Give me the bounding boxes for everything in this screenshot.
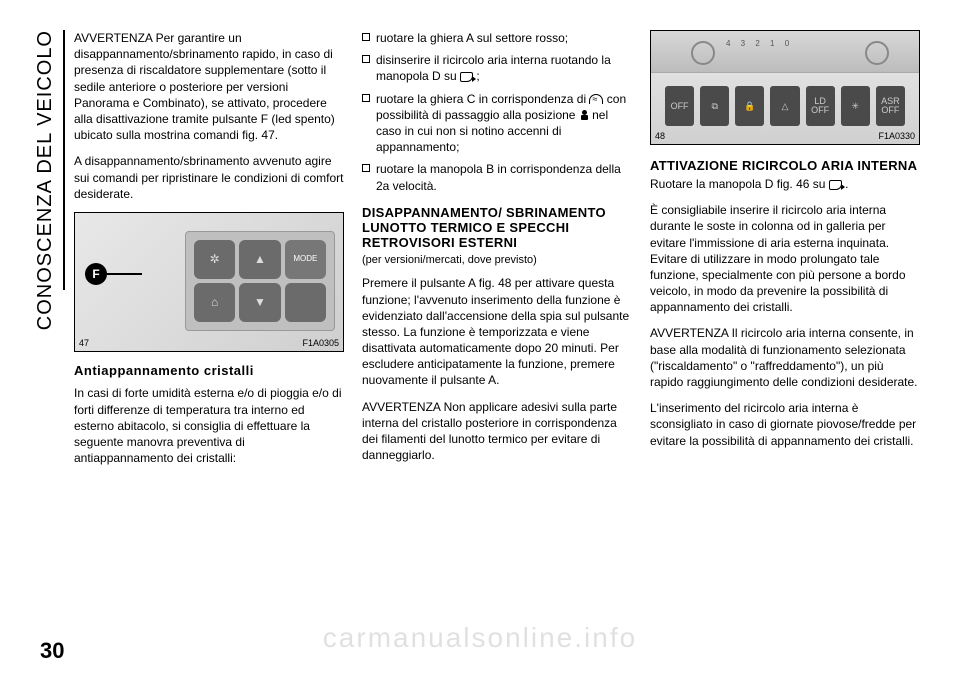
column-3: 4 3 2 1 0 OFF ⧉ 🔒 △ LD OFF ✳ ASR OFF 48 …: [650, 30, 920, 666]
column-1: AVVERTENZA Per garantire un disappanname…: [74, 30, 344, 666]
fig47-number: 47: [79, 337, 89, 349]
fig47-panel: ✲ ▲ MODE ⌂ ▼: [185, 231, 335, 331]
content-columns: AVVERTENZA Per garantire un disappanname…: [68, 30, 920, 666]
fig48-btn: LD OFF: [806, 86, 835, 126]
bullet-icon: [362, 94, 370, 102]
fig48-btn: ✳: [841, 86, 870, 126]
col2-b3-text: ruotare la ghiera C in corrispondenza di…: [376, 91, 632, 156]
fig47-callout-line: [107, 273, 142, 275]
fig47-btn-mode: MODE: [285, 240, 326, 279]
col3-p1: Ruotare la manopola D fig. 46 su .: [650, 176, 920, 192]
side-rule: [63, 30, 65, 290]
fig47-code: F1A0305: [302, 337, 339, 349]
bullet-icon: [362, 164, 370, 172]
col1-heading: Antiappannamento cristalli: [74, 362, 344, 380]
fig47-btn-defrost: ⌂: [194, 283, 235, 322]
fig48-btn: 🔒: [735, 86, 764, 126]
col2-bullet-4: ruotare la manopola B in corrispondenza …: [362, 161, 632, 193]
col2-subheading: (per versioni/mercati, dove previsto): [362, 253, 632, 268]
page-number: 30: [40, 638, 64, 664]
bullet-icon: [362, 33, 370, 41]
col2-bullet-3: ruotare la ghiera C in corrispondenza di…: [362, 91, 632, 156]
fig48-scale: 4 3 2 1 0: [726, 39, 793, 50]
col1-p1: AVVERTENZA Per garantire un disappanname…: [74, 30, 344, 143]
figure-47: F ✲ ▲ MODE ⌂ ▼ 47 F1A0305: [74, 212, 344, 352]
recirc-icon: [829, 180, 842, 190]
col2-p2: AVVERTENZA Non applicare adesivi sulla p…: [362, 399, 632, 464]
fig48-btn: △: [770, 86, 799, 126]
defrost-icon: [589, 94, 603, 104]
recirc-icon: [460, 72, 473, 82]
fig47-btn-blank: [285, 283, 326, 322]
fig47-btn-fan: ✲: [194, 240, 235, 279]
fig47-callout: F: [85, 263, 107, 285]
col2-b1-text: ruotare la ghiera A sul settore rosso;: [376, 30, 568, 46]
figure-48: 4 3 2 1 0 OFF ⧉ 🔒 △ LD OFF ✳ ASR OFF 48 …: [650, 30, 920, 145]
col3-heading: ATTIVAZIONE RICIRCOLO ARIA INTERNA: [650, 159, 920, 174]
fig48-btn: OFF: [665, 86, 694, 126]
sidebar: CONOSCENZA DEL VEICOLO: [30, 30, 68, 666]
feet-icon: [579, 110, 589, 121]
col3-p2: È consigliabile inserire il ricircolo ar…: [650, 202, 920, 315]
fig47-btn-up: ▲: [239, 240, 280, 279]
col2-heading: DISAPPANNAMENTO/ SBRINAMENTO LUNOTTO TER…: [362, 206, 632, 251]
col2-bullet-1: ruotare la ghiera A sul settore rosso;: [362, 30, 632, 46]
section-label: CONOSCENZA DEL VEICOLO: [34, 30, 57, 330]
fig48-code: F1A0330: [878, 130, 915, 142]
col1-p3: In casi di forte umidità esterna e/o di …: [74, 385, 344, 466]
fig48-button-row: OFF ⧉ 🔒 △ LD OFF ✳ ASR OFF: [665, 86, 905, 126]
col2-p1: Premere il pulsante A fig. 48 per attiva…: [362, 275, 632, 388]
column-2: ruotare la ghiera A sul settore rosso; d…: [362, 30, 632, 666]
manual-page: CONOSCENZA DEL VEICOLO AVVERTENZA Per ga…: [0, 0, 960, 686]
bullet-icon: [362, 55, 370, 63]
fig48-btn: ASR OFF: [876, 86, 905, 126]
fig47-btn-down: ▼: [239, 283, 280, 322]
col1-p2: A disappannamento/sbrinamento avvenuto a…: [74, 153, 344, 202]
fig48-number: 48: [655, 130, 665, 142]
fig48-btn: ⧉: [700, 86, 729, 126]
col2-b2-text: disinserire il ricircolo aria interna ru…: [376, 52, 632, 84]
col2-bullet-2: disinserire il ricircolo aria interna ru…: [362, 52, 632, 84]
col3-p4: L'inserimento del ricircolo aria interna…: [650, 400, 920, 449]
col3-p3: AVVERTENZA Il ricircolo aria interna con…: [650, 325, 920, 390]
col2-b4-text: ruotare la manopola B in corrispondenza …: [376, 161, 632, 193]
fig48-dashboard: 4 3 2 1 0: [651, 31, 919, 73]
